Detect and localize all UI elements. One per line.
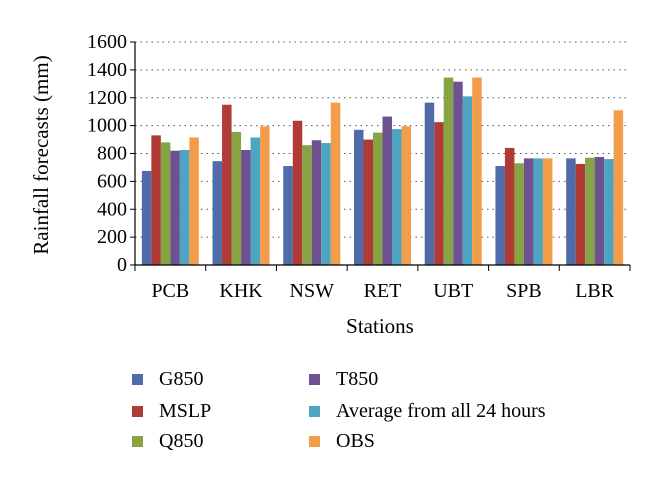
bar-mslp-spb [504,147,515,265]
legend-item-obs: OBS [309,430,375,453]
y-tick-label: 200 [97,226,127,248]
bar-mslp-khk [222,104,232,265]
bar-t850-ret [382,116,392,265]
bar-g850-nsw [283,166,293,265]
bar-average-from-all-24-hours-lbr [604,159,614,265]
bar-g850-khk [212,161,223,265]
x-tick-label: RET [364,280,402,302]
bar-g850-lbr [566,158,576,265]
legend-item-g850: G850 [132,368,203,391]
y-axis-label: Rainfall forecasts (mm) [29,55,53,254]
bar-average-from-all-24-hours-ret [392,129,402,265]
bar-average-from-all-24-hours-khk [250,137,261,265]
x-tick-label: UBT [433,280,473,302]
legend-item-t850: T850 [309,368,378,391]
legend-swatch-t850 [309,374,320,385]
bar-average-from-all-24-hours-pcb [179,150,190,265]
x-tick-label: LBR [575,280,615,302]
bar-mslp-lbr [575,163,586,265]
y-tick-label: 1000 [87,115,127,137]
bar-q850-pcb [160,142,171,265]
bar-t850-ubt [453,81,463,265]
bar-t850-khk [241,150,251,265]
x-tick-label: SPB [506,280,542,302]
bar-g850-pcb [141,170,152,265]
bar-g850-ubt [424,102,435,265]
bar-mslp-ubt [434,122,444,265]
bar-q850-nsw [302,145,312,265]
bar-q850-ubt [443,77,454,266]
bar-t850-spb [523,158,534,265]
y-tick-label: 400 [97,198,127,220]
bar-q850-lbr [585,157,595,265]
bar-g850-ret [354,129,364,265]
legend-label-obs: OBS [336,430,375,452]
bar-q850-spb [514,163,524,265]
bar-mslp-pcb [151,135,161,265]
legend-swatch-mslp [132,406,143,417]
x-tick-label: PCB [151,280,189,302]
bars-group [141,77,624,266]
bar-g850-spb [495,166,505,265]
bar-obs-ubt [472,77,482,266]
y-tick-labels: 0 200 400 600 800 1000 1200 1400 1600 [87,31,127,276]
bar-t850-nsw [311,140,322,265]
bar-average-from-all-24-hours-ubt [462,96,473,265]
y-tick-label: 800 [97,143,127,165]
legend-label-average: Average from all 24 hours [336,400,546,422]
legend-item-mslp: MSLP [132,400,211,423]
bar-obs-pcb [189,137,199,265]
x-tick-label: KHK [219,280,263,302]
bar-q850-ret [373,132,383,265]
legend-item-q850: Q850 [132,430,203,453]
bar-obs-nsw [330,102,341,265]
legend-label-g850: G850 [159,368,204,390]
bar-obs-khk [260,126,270,266]
bar-mslp-nsw [292,120,303,265]
legend-swatch-average [309,406,320,417]
y-tick-label: 0 [117,254,127,276]
legend-label-mslp: MSLP [159,400,212,422]
bar-average-from-all-24-hours-spb [533,158,543,265]
legend-item-average: Average from all 24 hours [309,400,546,423]
bar-q850-khk [231,131,242,265]
bar-mslp-ret [363,139,373,265]
x-axis-label: Stations [346,314,414,338]
y-tick-label: 1200 [87,87,127,109]
bar-obs-spb [542,158,553,265]
x-tick-labels: PCB KHK NSW RET UBT SPB LBR [151,280,614,302]
legend-label-q850: Q850 [159,430,204,452]
axes [130,41,631,271]
y-tick-label: 1600 [87,31,127,53]
y-tick-label: 600 [97,170,127,192]
bar-t850-lbr [594,156,605,265]
bar-obs-lbr [613,110,624,265]
legend-swatch-q850 [132,436,143,447]
x-tick-label: NSW [290,280,335,302]
bar-obs-ret [401,126,411,266]
legend-label-t850: T850 [336,368,379,390]
y-tick-label: 1400 [87,59,127,81]
bar-t850-pcb [170,150,180,265]
legend-swatch-g850 [132,374,143,385]
legend-swatch-obs [309,436,320,447]
bar-average-from-all-24-hours-nsw [321,143,331,265]
